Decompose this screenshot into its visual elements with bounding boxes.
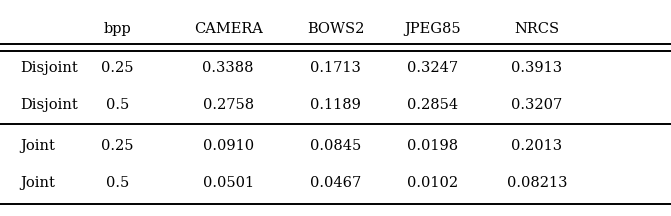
- Text: 0.0845: 0.0845: [310, 139, 361, 153]
- Text: 0.1713: 0.1713: [310, 61, 361, 75]
- Text: 0.3913: 0.3913: [511, 61, 562, 75]
- Text: 0.2854: 0.2854: [407, 98, 458, 112]
- Text: Disjoint: Disjoint: [20, 98, 78, 112]
- Text: 0.0501: 0.0501: [203, 176, 254, 189]
- Text: 0.3247: 0.3247: [407, 61, 458, 75]
- Text: Joint: Joint: [20, 139, 55, 153]
- Text: 0.5: 0.5: [106, 176, 129, 189]
- Text: 0.0198: 0.0198: [407, 139, 458, 153]
- Text: 0.3388: 0.3388: [203, 61, 254, 75]
- Text: 0.2758: 0.2758: [203, 98, 254, 112]
- Text: BOWS2: BOWS2: [307, 22, 364, 36]
- Text: 0.25: 0.25: [101, 139, 134, 153]
- Text: CAMERA: CAMERA: [194, 22, 262, 36]
- Text: 0.0467: 0.0467: [310, 176, 361, 189]
- Text: Disjoint: Disjoint: [20, 61, 78, 75]
- Text: 0.08213: 0.08213: [507, 176, 567, 189]
- Text: 0.0102: 0.0102: [407, 176, 458, 189]
- Text: bpp: bpp: [103, 22, 132, 36]
- Text: 0.1189: 0.1189: [310, 98, 361, 112]
- Text: 0.5: 0.5: [106, 98, 129, 112]
- Text: 0.25: 0.25: [101, 61, 134, 75]
- Text: 0.3207: 0.3207: [511, 98, 562, 112]
- Text: 0.0910: 0.0910: [203, 139, 254, 153]
- Text: JPEG85: JPEG85: [405, 22, 461, 36]
- Text: Joint: Joint: [20, 176, 55, 189]
- Text: 0.2013: 0.2013: [511, 139, 562, 153]
- Text: NRCS: NRCS: [514, 22, 560, 36]
